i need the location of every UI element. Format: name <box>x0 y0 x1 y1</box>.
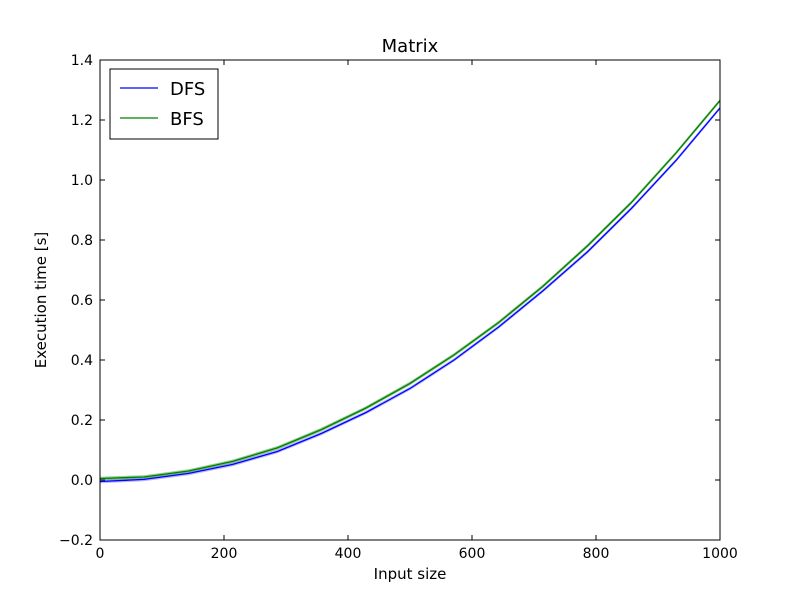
x-tick-label: 200 <box>211 546 238 562</box>
chart-title: Matrix <box>382 36 439 57</box>
x-tick-label: 0 <box>96 546 105 562</box>
y-tick-label: 0.0 <box>71 473 93 489</box>
series-line-bfs <box>99 100 721 480</box>
x-tick-label: 800 <box>583 546 610 562</box>
x-tick-label: 400 <box>335 546 362 562</box>
legend-label-dfs: DFS <box>170 79 205 100</box>
plot-area <box>99 98 721 484</box>
legend-label-bfs: BFS <box>170 109 204 130</box>
y-axis-label: Execution time [s] <box>32 232 50 369</box>
series-line-dfs <box>99 107 721 483</box>
y-tick-label: 1.2 <box>71 113 93 129</box>
ticks: 0 200 400 600 800 1000 −0.2 0.0 0.2 0.4 0.6 0.8 1.0 1… <box>59 53 738 562</box>
x-tick-label: 1000 <box>702 546 738 562</box>
y-tick-label: −0.2 <box>59 533 93 549</box>
y-tick-label: 0.8 <box>71 233 93 249</box>
x-tick-label: 600 <box>459 546 486 562</box>
y-tick-label: 0.6 <box>71 293 93 309</box>
legend: DFS BFS <box>109 68 219 140</box>
y-tick-label: 0.4 <box>71 353 93 369</box>
y-tick-label: 1.4 <box>71 53 93 69</box>
legend-box <box>109 68 219 140</box>
y-tick-label: 1.0 <box>71 173 93 189</box>
x-axis-label: Input size <box>374 565 447 583</box>
y-tick-label: 0.2 <box>71 413 93 429</box>
